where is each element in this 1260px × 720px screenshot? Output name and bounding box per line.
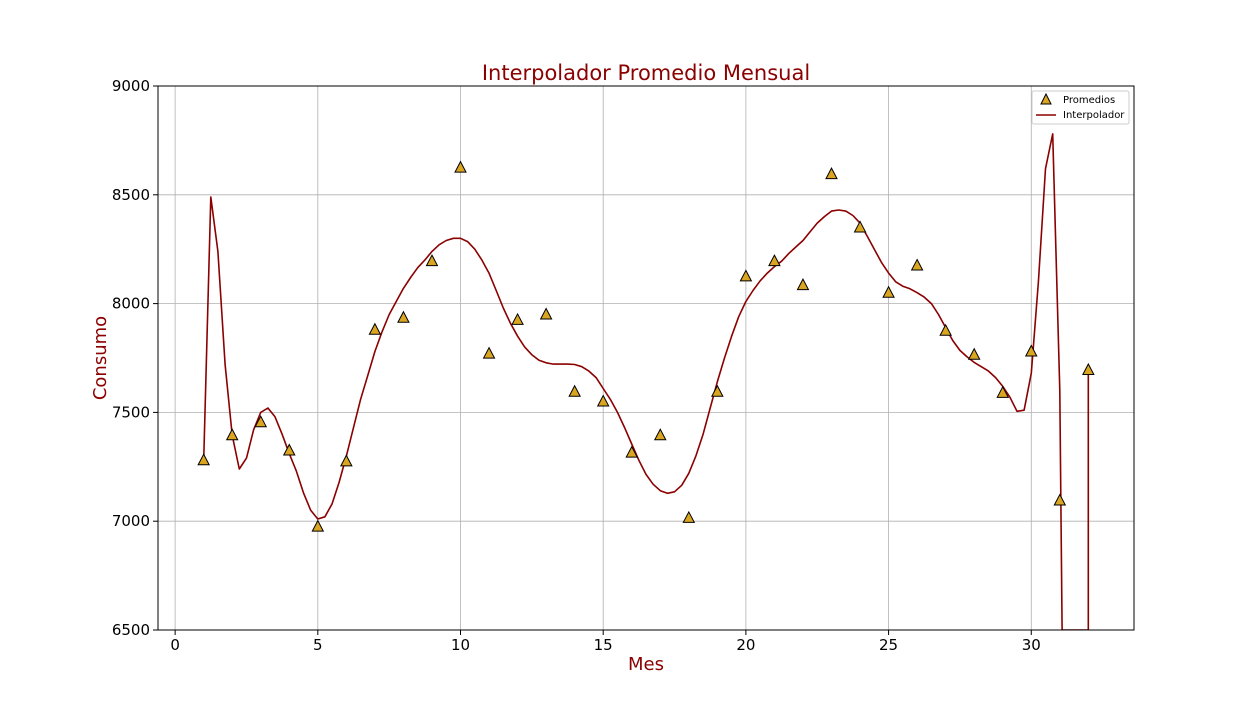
y-axis-title: Consumo	[90, 316, 111, 400]
legend-marker-promedios	[1040, 92, 1052, 105]
x-tick-label: 20	[736, 636, 755, 654]
promedio-point	[311, 519, 325, 532]
promedio-point	[682, 510, 696, 523]
legend: Promedios Interpolador	[1031, 90, 1130, 125]
promedio-point	[1053, 493, 1067, 506]
promedio-point	[739, 269, 753, 282]
x-tick-label: 25	[879, 636, 898, 654]
x-tick-label: 5	[313, 636, 323, 654]
y-tick-label: 8500	[112, 186, 150, 204]
promedio-point	[225, 428, 239, 441]
legend-box	[1031, 90, 1130, 125]
promedio-point	[596, 394, 610, 407]
plot-frame	[157, 85, 1135, 631]
promedio-point	[825, 167, 838, 180]
legend-label-interpolador: Interpolador	[1063, 110, 1125, 121]
chart-title: Interpolador Promedio Mensual	[482, 61, 810, 85]
promedio-point	[254, 415, 268, 428]
promedio-point	[568, 384, 581, 397]
plot-background	[158, 86, 1134, 630]
promedio-point	[653, 428, 667, 441]
promedio-point	[996, 385, 1010, 398]
promedio-point	[454, 160, 467, 173]
legend-label-promedios: Promedios	[1063, 95, 1115, 106]
promedio-point	[368, 322, 382, 335]
x-tick-label: 0	[170, 636, 180, 654]
promedio-point	[939, 323, 952, 336]
y-tick-label: 9000	[112, 77, 150, 95]
promedio-point	[967, 347, 981, 360]
promedio-point	[425, 254, 439, 267]
promedio-point	[796, 278, 810, 291]
promedio-point	[882, 285, 895, 298]
interpolador-line	[202, 133, 1090, 630]
plot-area	[197, 133, 1095, 630]
promedio-point	[853, 220, 867, 233]
promedio-point	[1024, 344, 1038, 357]
promedio-point	[625, 445, 639, 458]
x-tick-label: 15	[594, 636, 613, 654]
promedio-point	[539, 307, 553, 320]
ticks: 0 5 10 15 20 25 30 6500 7000 7500 8000 8500 9000	[112, 77, 1041, 654]
promedio-point	[910, 258, 924, 271]
y-tick-label: 7000	[112, 512, 150, 530]
x-tick-label: 30	[1022, 636, 1041, 654]
promedio-point	[282, 443, 296, 456]
y-tick-label: 8000	[112, 295, 150, 313]
promedio-point	[340, 454, 353, 467]
promedio-point	[397, 310, 410, 323]
promedio-point	[511, 312, 524, 325]
promedio-point	[711, 384, 724, 397]
promedio-point	[768, 254, 781, 267]
promedio-point	[482, 346, 496, 359]
promedio-point	[1082, 362, 1095, 375]
promedio-point	[197, 453, 210, 466]
y-tick-label: 6500	[112, 621, 150, 639]
x-tick-label: 10	[451, 636, 470, 654]
y-tick-label: 7500	[112, 403, 150, 421]
x-axis-title: Mes	[628, 654, 664, 675]
